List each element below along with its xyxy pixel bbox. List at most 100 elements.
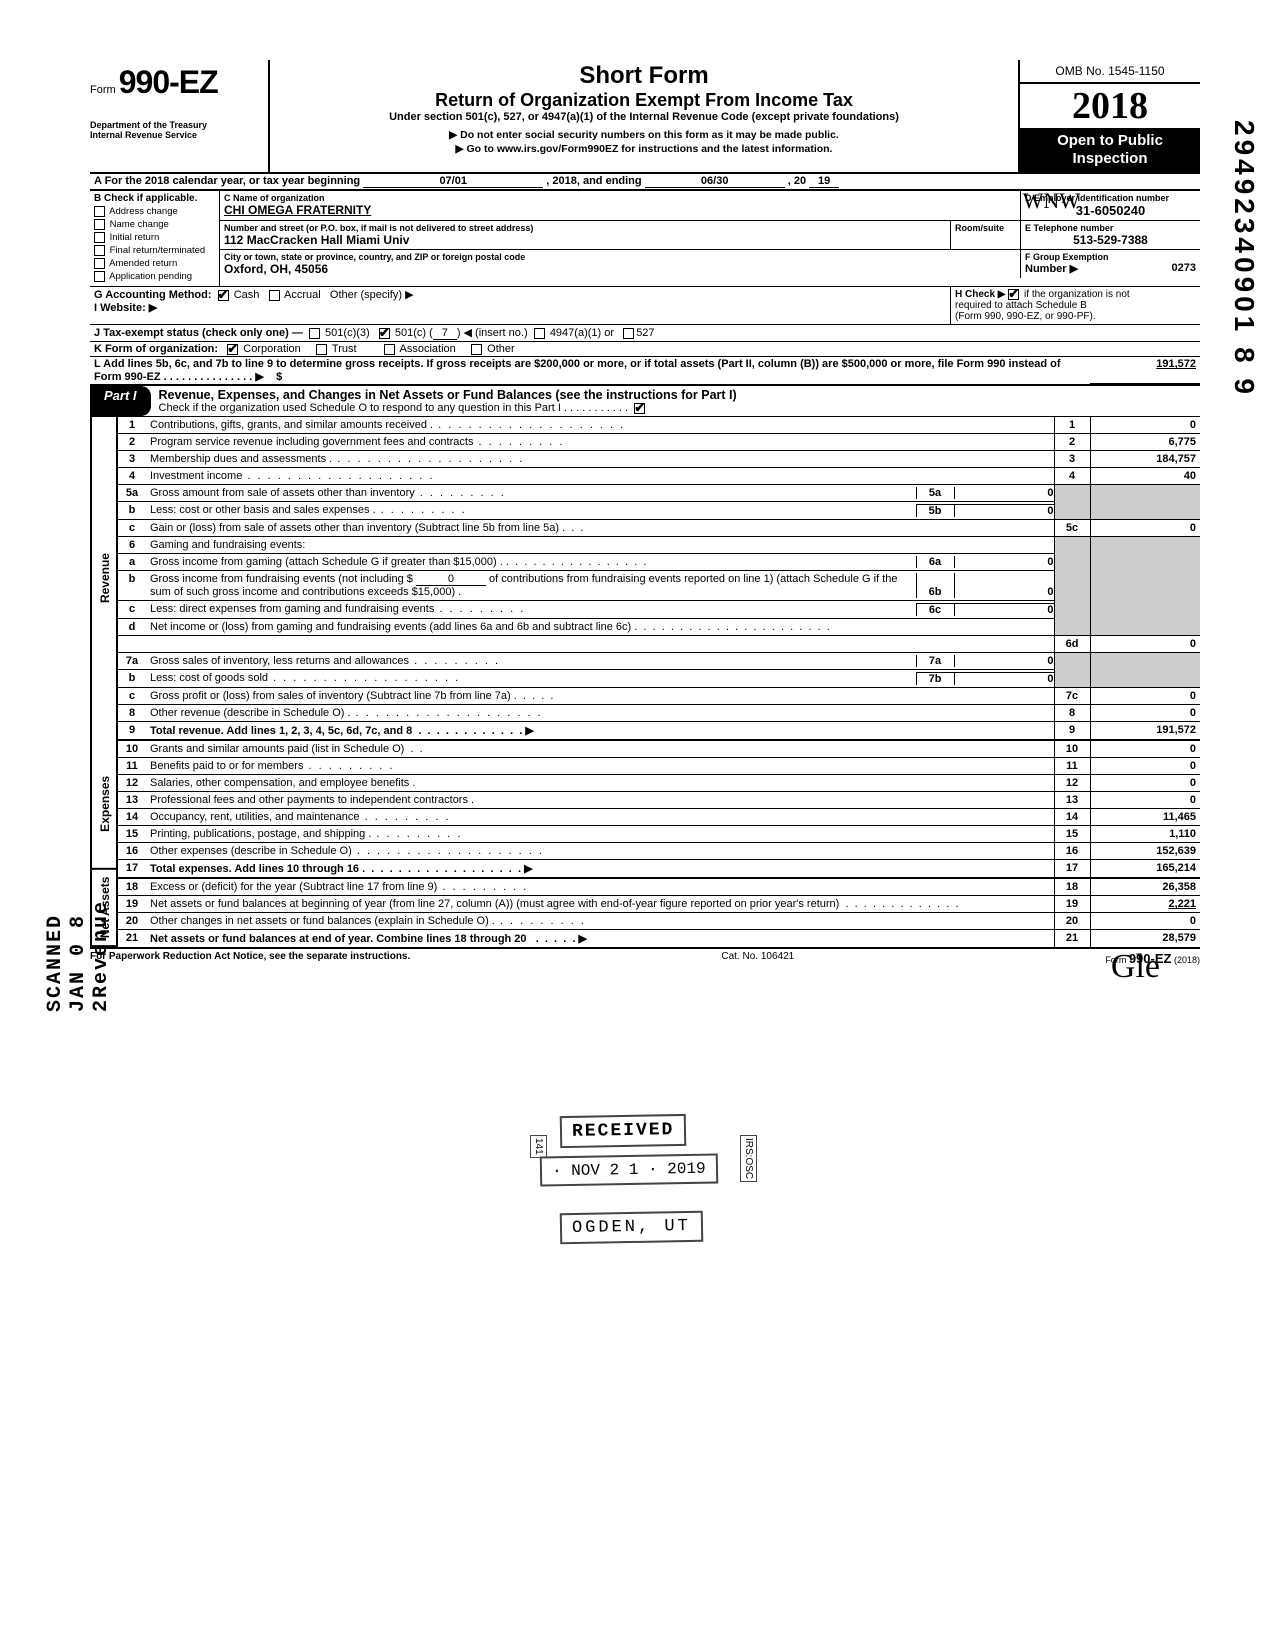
row-g-h: G Accounting Method: Cash Accrual Other … (90, 286, 1200, 324)
cb-application-pending[interactable] (94, 271, 105, 282)
cb-trust[interactable] (316, 344, 327, 355)
lab-501c-open: 501(c) ( (395, 327, 433, 339)
cb-part1-schedule-o[interactable] (634, 403, 645, 414)
instr-website: ▶ Go to www.irs.gov/Form990EZ for instru… (276, 143, 1012, 155)
cb-accrual[interactable] (269, 290, 280, 301)
stamp-v2: IRS:OSC (740, 1135, 757, 1182)
doc-id-vertical: 29492340901 8 9 (1228, 120, 1260, 398)
l7b-desc: Less: cost of goods sold (150, 672, 268, 684)
l8-amt: 0 (1090, 705, 1200, 722)
l6a-box: 6a (916, 556, 954, 568)
l7c-amt: 0 (1090, 688, 1200, 705)
cb-association[interactable] (384, 344, 395, 355)
lab-501c3: 501(c)(3) (325, 327, 370, 339)
open-to-public: Open to PublicInspection (1020, 128, 1200, 172)
l10-desc: Grants and similar amounts paid (list in… (150, 743, 404, 755)
cb-527[interactable] (623, 328, 634, 339)
val-501c-no: 7 (433, 327, 457, 340)
part1-title: Revenue, Expenses, and Changes in Net As… (159, 388, 1192, 402)
l-text: L Add lines 5b, 6c, and 7b to line 9 to … (94, 358, 1061, 383)
l5b-subamt: 0 (954, 504, 1054, 517)
stamp-date: · NOV 2 1 · 2019 (540, 1153, 718, 1186)
l5a-box: 5a (916, 487, 954, 499)
cb-name-change[interactable] (94, 219, 105, 230)
cb-4947[interactable] (534, 328, 545, 339)
line-a-yr: 19 (809, 175, 839, 188)
l5b-desc: Less: cost or other basis and sales expe… (150, 504, 376, 516)
cb-amended-return[interactable] (94, 258, 105, 269)
part1-header-row: Part I Revenue, Expenses, and Changes in… (90, 384, 1200, 416)
side-expenses: Expenses (90, 739, 118, 870)
initials-handwritten: WNW (1023, 188, 1080, 214)
l11-desc: Benefits paid to or for members (150, 760, 394, 772)
cb-501c3[interactable] (309, 328, 320, 339)
l9-amt: 191,572 (1090, 722, 1200, 741)
l12-desc: Salaries, other compensation, and employ… (150, 777, 415, 789)
line-a-prefix: A For the 2018 calendar year, or tax yea… (94, 175, 360, 187)
j-label: J Tax-exempt status (check only one) — (94, 327, 303, 339)
l5c-amt: 0 (1090, 520, 1200, 537)
cb-initial-return[interactable] (94, 232, 105, 243)
row-l: L Add lines 5b, 6c, and 7b to line 9 to … (90, 356, 1200, 384)
l3-desc: Membership dues and assessments . (150, 453, 524, 465)
l13-amt: 0 (1090, 792, 1200, 809)
l6b-subamt: 0 (954, 573, 1054, 598)
side-net-assets: Net Assets (90, 870, 118, 947)
stamp-v1: 141 (530, 1135, 547, 1158)
cb-address-change[interactable] (94, 206, 105, 217)
part1-check-text: Check if the organization used Schedule … (159, 402, 629, 414)
e-phone: 513-529-7388 (1025, 233, 1196, 247)
form-prefix: Form (90, 84, 116, 96)
line-a-mid: , 2018, and ending (546, 175, 641, 187)
lab-name-change: Name change (110, 219, 169, 230)
l16-amt: 152,639 (1090, 843, 1200, 860)
cb-other-org[interactable] (471, 344, 482, 355)
l20-desc: Other changes in net assets or fund bala… (150, 915, 586, 927)
l12-amt: 0 (1090, 775, 1200, 792)
room-label: Room/suite (955, 223, 1016, 233)
tax-year: 2018 (1020, 84, 1200, 128)
l21-amt: 28,579 (1090, 930, 1200, 948)
l11-amt: 0 (1090, 758, 1200, 775)
cb-schedule-b-not-required[interactable] (1008, 289, 1019, 300)
l4-amt: 40 (1090, 468, 1200, 485)
lab-corp: Corporation (243, 343, 300, 355)
form-number: 990-EZ (119, 64, 218, 100)
l21-desc: Net assets or fund balances at end of ye… (150, 933, 527, 945)
stamp-received: RECEIVED (560, 1114, 687, 1148)
e-label: E Telephone number (1025, 223, 1196, 233)
h-line3: (Form 990, 990-EZ, or 990-PF). (955, 311, 1096, 322)
footer: For Paperwork Reduction Act Notice, see … (90, 947, 1200, 966)
cb-final-return[interactable] (94, 245, 105, 256)
col-b-header: B Check if applicable. (94, 193, 215, 204)
f-value: 0273 (1172, 262, 1196, 274)
signature-bottom: Gle (1111, 948, 1160, 986)
cb-corporation[interactable] (227, 344, 238, 355)
l17-amt: 165,214 (1090, 860, 1200, 879)
cb-cash[interactable] (218, 290, 229, 301)
lab-address-change: Address change (109, 206, 178, 217)
lab-other-org: Other (487, 343, 515, 355)
l9-desc: Total revenue. Add lines 1, 2, 3, 4, 5c,… (150, 725, 412, 737)
l19-desc: Net assets or fund balances at beginning… (150, 898, 839, 910)
h-line1b: if the organization is not (1024, 289, 1130, 300)
row-k: K Form of organization: Corporation Trus… (90, 341, 1200, 356)
l6d-desc: Net income or (loss) from gaming and fun… (150, 621, 631, 633)
dept-irs: Internal Revenue Service (90, 131, 262, 141)
side-revenue: Revenue (90, 417, 118, 739)
k-label: K Form of organization: (94, 343, 218, 355)
footer-left: For Paperwork Reduction Act Notice, see … (90, 951, 410, 966)
lab-assoc: Association (400, 343, 456, 355)
cb-501c[interactable] (379, 328, 390, 339)
l7a-box: 7a (916, 655, 954, 667)
l20-amt: 0 (1090, 913, 1200, 930)
lab-amended-return: Amended return (109, 258, 177, 269)
h-line2: required to attach Schedule B (955, 300, 1087, 311)
lab-other-method: Other (specify) ▶ (330, 289, 414, 301)
part1-label: Part I (90, 386, 151, 416)
l7b-subamt: 0 (954, 672, 1054, 685)
l5b-box: 5b (916, 504, 954, 517)
lab-527: 527 (636, 327, 654, 339)
line-a-begin: 07/01 (363, 175, 543, 188)
lab-final-return: Final return/terminated (110, 245, 206, 256)
